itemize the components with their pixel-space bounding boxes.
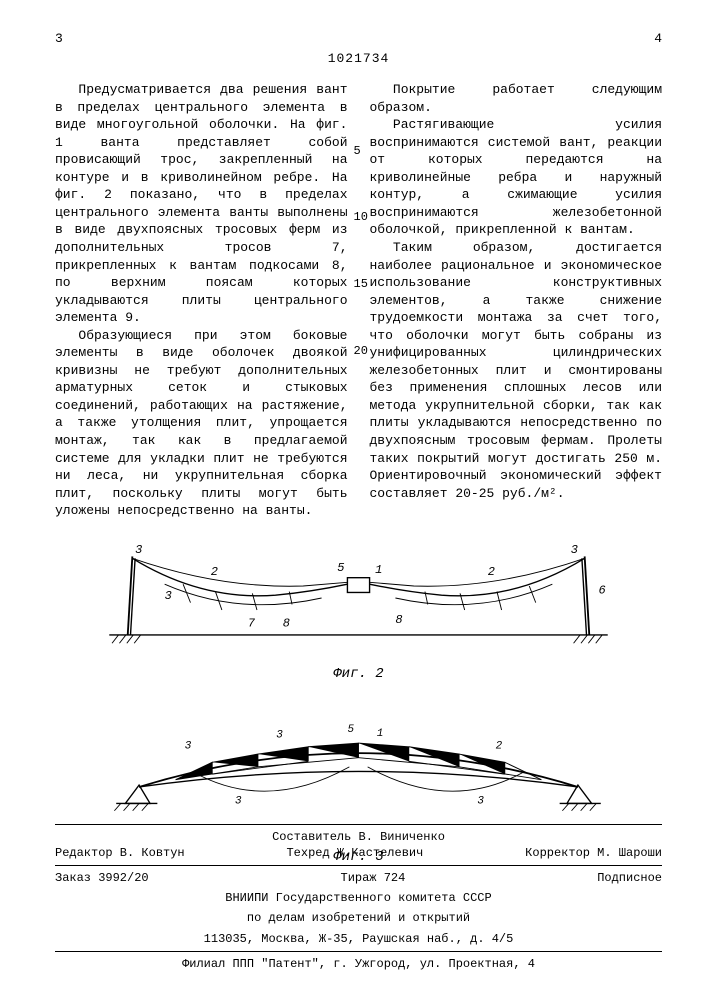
svg-text:3: 3 (276, 730, 283, 742)
svg-text:3: 3 (477, 796, 484, 808)
page-num-right: 4 (654, 30, 662, 48)
editorial-row: Редактор В. Ковтун Техред Ж.Кастелевич К… (55, 845, 662, 861)
svg-text:2: 2 (496, 741, 503, 753)
figure-2-caption: Фиг. 2 (55, 665, 662, 684)
page-num-left: 3 (55, 30, 63, 48)
fig2-label-1: 1 (375, 563, 382, 577)
svg-text:3: 3 (235, 796, 242, 808)
compiler-line: Составитель В. Виниченко (55, 829, 662, 845)
techred: Техред Ж.Кастелевич (286, 845, 423, 861)
line-marker-20: 20 (354, 343, 368, 359)
footer: Составитель В. Виниченко Редактор В. Ков… (55, 820, 662, 972)
org-line-1: ВНИИПИ Государственного комитета СССР (55, 890, 662, 906)
editor: Редактор В. Ковтун (55, 845, 185, 861)
left-para-2: Образующиеся при этом боковые элементы в… (55, 327, 348, 520)
svg-text:1: 1 (377, 728, 384, 740)
text-columns: Предусматривается два решения вант в пре… (55, 81, 662, 520)
figure-2-svg: 3 2 3 7 8 5 1 8 2 3 6 (55, 538, 662, 658)
right-para-3: Таким образом, достигается наиболее раци… (370, 239, 663, 502)
fig2-label-5: 5 (337, 561, 344, 575)
circulation: Тираж 724 (341, 870, 406, 886)
subscription: Подписное (597, 870, 662, 886)
svg-text:5: 5 (348, 724, 355, 736)
line-marker-15: 15 (354, 276, 368, 292)
line-marker-5: 5 (354, 143, 361, 159)
doc-number: 1021734 (55, 50, 662, 68)
right-para-1: Покрытие работает следующим образом. (370, 81, 663, 116)
order: Заказ 3992/20 (55, 870, 149, 886)
fig2-label-3a: 3 (135, 543, 142, 557)
figure-2: 3 2 3 7 8 5 1 8 2 3 6 Фиг. 2 (55, 538, 662, 684)
branch: Филиал ППП "Патент", г. Ужгород, ул. Про… (55, 956, 662, 972)
fig2-label-2a: 2 (211, 565, 218, 579)
fig2-label-3c: 3 (571, 543, 578, 557)
print-row: Заказ 3992/20 Тираж 724 Подписное (55, 870, 662, 886)
left-column: Предусматривается два решения вант в пре… (55, 81, 348, 520)
fig2-label-7: 7 (248, 616, 256, 630)
fig2-label-6: 6 (599, 583, 606, 597)
right-para-2: Растягивающие усилия воспринимаются сист… (370, 116, 663, 239)
corrector: Корректор М. Шароши (525, 845, 662, 861)
page: 3 4 1021734 Предусматривается два решени… (0, 0, 707, 1000)
address: 113035, Москва, Ж-35, Раушская наб., д. … (55, 931, 662, 947)
header-row: 3 4 (55, 30, 662, 48)
fig2-label-2b: 2 (488, 565, 495, 579)
right-column: 5 10 15 20 Покрытие работает следующим о… (370, 81, 663, 520)
fig2-label-8a: 8 (283, 616, 290, 630)
line-marker-10: 10 (354, 209, 368, 225)
org-line-2: по делам изобретений и открытий (55, 910, 662, 926)
fig2-label-8b: 8 (395, 613, 402, 627)
svg-text:3: 3 (185, 741, 192, 753)
left-para-1: Предусматривается два решения вант в пре… (55, 81, 348, 327)
fig2-label-3b: 3 (165, 589, 172, 603)
